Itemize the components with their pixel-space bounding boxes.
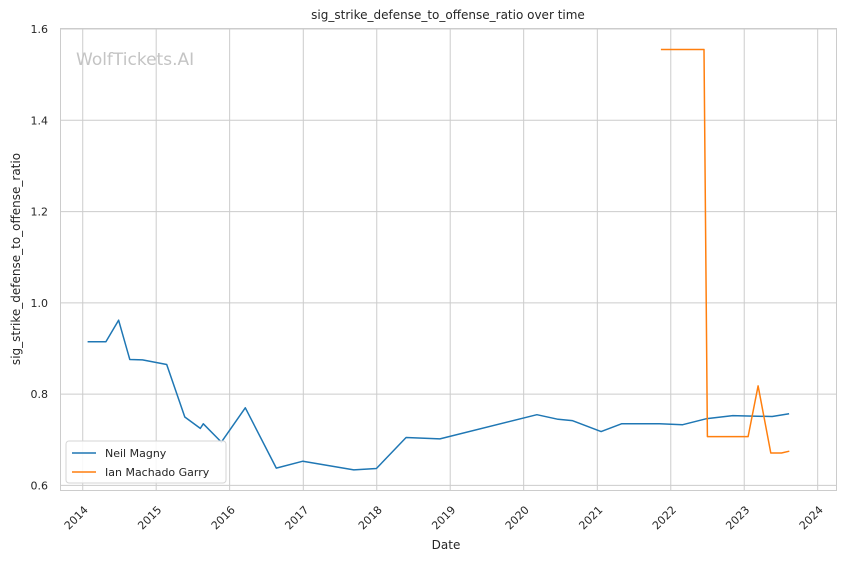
legend: Neil Magny Ian Machado Garry	[65, 440, 227, 484]
y-tick-label: 1.0	[31, 297, 49, 310]
y-tick-label: 0.8	[31, 388, 49, 401]
grid	[61, 28, 836, 490]
y-axis-label: sig_strike_defense_to_offense_ratio	[9, 153, 23, 365]
x-axis-label: Date	[432, 538, 461, 552]
series-line-neil-magny	[87, 319, 790, 471]
legend-label-ian-machado-garry: Ian Machado Garry	[105, 466, 210, 479]
series-line-ian-machado-garry	[660, 48, 790, 454]
y-tick-label: 1.4	[31, 114, 49, 127]
series-layer	[87, 48, 790, 471]
y-tick-label: 1.6	[31, 23, 49, 36]
chart-title: sig_strike_defense_to_offense_ratio over…	[311, 8, 585, 22]
y-tick-label: 1.2	[31, 206, 49, 219]
legend-label-neil-magny: Neil Magny	[105, 447, 167, 460]
watermark-text: WolfTickets.AI	[76, 50, 194, 70]
plot-frame	[60, 28, 837, 491]
legend-box	[65, 440, 227, 484]
y-tick-labels: 0.6 0.8 1.0 1.2 1.4 1.6	[31, 23, 49, 492]
y-tick-label: 0.6	[31, 479, 49, 492]
